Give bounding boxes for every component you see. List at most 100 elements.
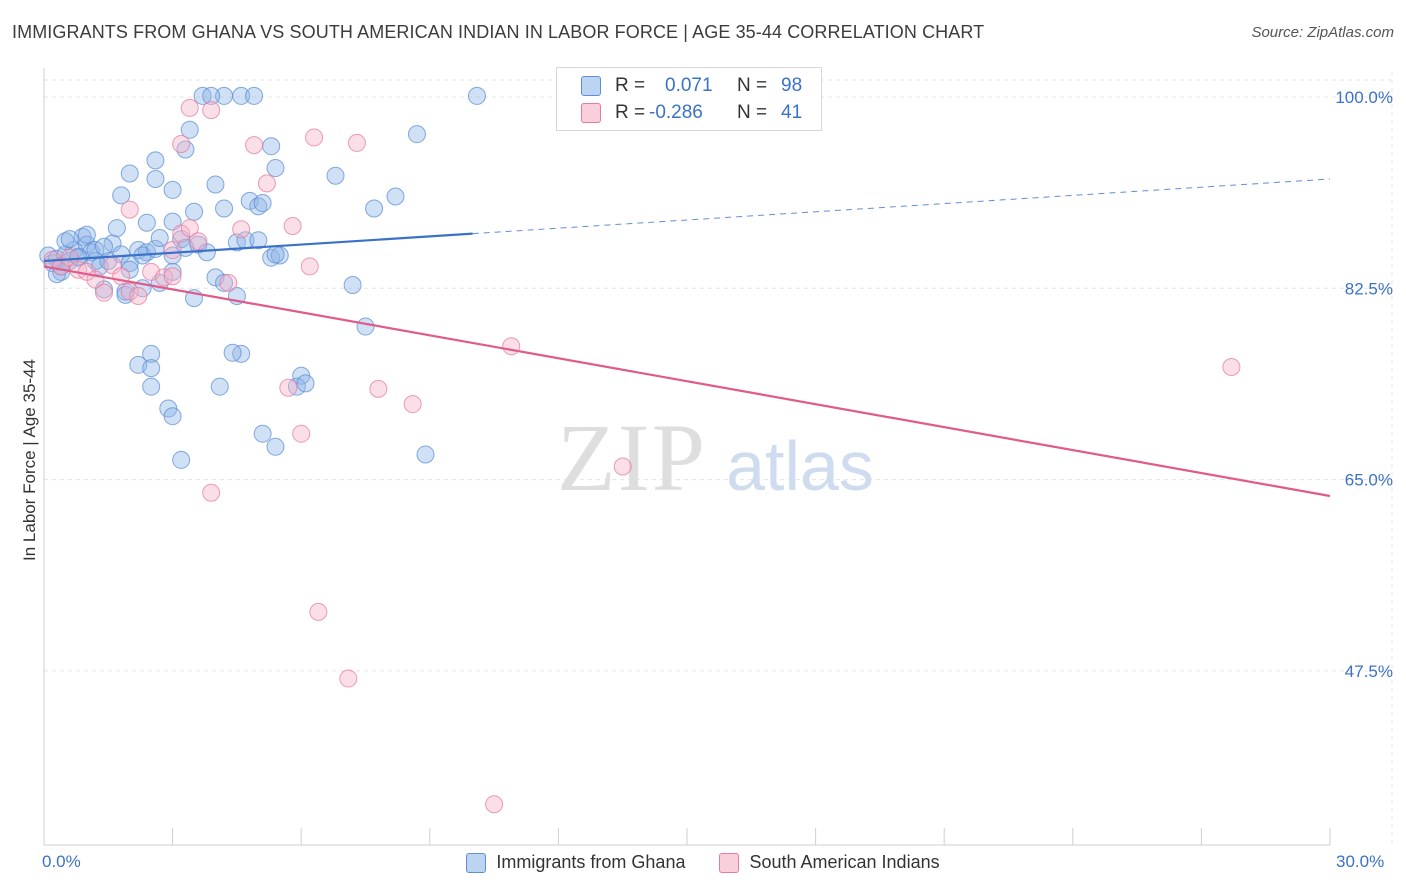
chart-title: IMMIGRANTS FROM GHANA VS SOUTH AMERICAN …	[12, 22, 985, 42]
n-value: 41	[781, 102, 803, 123]
point-0-54	[215, 273, 234, 292]
y-tick-label-1: 82.5%	[1345, 279, 1393, 298]
x-tick-label-max: 30.0%	[1336, 852, 1385, 871]
point-0-15	[77, 225, 96, 244]
point-1-19	[232, 220, 251, 239]
legend-label-ghana: Immigrants from Ghana	[496, 852, 686, 872]
stats-row-south-american: R = -0.286 N = 41	[581, 100, 802, 126]
trend-line-ghana-extension	[472, 178, 1331, 235]
r-label: R =	[615, 102, 646, 123]
point-0-63	[386, 187, 405, 206]
point-1-35	[309, 602, 328, 621]
point-0-81	[146, 169, 165, 188]
point-0-71	[223, 343, 242, 362]
r-value: -0.286	[649, 102, 703, 123]
point-0-80	[146, 151, 165, 170]
point-0-86	[137, 213, 156, 232]
point-0-56	[266, 159, 285, 178]
watermark-zip: ZIP	[557, 404, 707, 511]
point-0-39	[185, 202, 204, 221]
point-0-74	[266, 437, 285, 456]
legend-label-south-american: South American Indians	[749, 852, 940, 872]
point-1-16	[189, 232, 208, 251]
point-1-38	[502, 337, 521, 356]
point-0-61	[343, 276, 362, 295]
legend-swatch-south-american	[719, 852, 740, 873]
point-1-40	[1222, 358, 1241, 377]
point-0-13	[60, 230, 79, 249]
n-value: 98	[781, 75, 803, 96]
r-label: R =	[615, 75, 646, 96]
series-legend: Immigrants from Ghana South American Ind…	[0, 852, 1406, 873]
legend-item-south-american: South American Indians	[719, 852, 940, 873]
point-0-83	[163, 180, 182, 199]
stats-row-ghana: R = 0.071 N = 98	[581, 73, 802, 99]
point-1-17	[163, 267, 182, 286]
point-0-75	[356, 317, 375, 336]
point-1-22	[180, 98, 199, 117]
point-1-28	[305, 128, 324, 147]
watermark-atlas: atlas	[726, 427, 874, 505]
point-1-15	[180, 219, 199, 238]
axes	[43, 68, 1331, 846]
point-0-85	[112, 186, 131, 205]
point-0-90	[407, 125, 426, 144]
y-tick-label-3: 47.5%	[1345, 662, 1393, 681]
point-0-35	[163, 262, 182, 281]
point-1-13	[163, 241, 182, 260]
point-0-78	[180, 120, 199, 139]
x-tick-label-min: 0.0%	[42, 852, 81, 871]
point-0-20	[107, 219, 126, 238]
point-1-23	[202, 101, 221, 120]
point-0-73	[253, 424, 272, 443]
point-0-72	[172, 450, 191, 469]
point-1-10	[129, 286, 148, 305]
point-0-89	[326, 166, 345, 185]
point-0-95	[245, 86, 264, 105]
point-0-77	[262, 137, 281, 156]
trend-lines	[43, 178, 1331, 498]
point-1-24	[245, 136, 264, 155]
point-0-45	[215, 199, 234, 218]
point-1-32	[369, 379, 388, 398]
point-1-30	[292, 424, 311, 443]
point-0-62	[365, 199, 384, 218]
point-1-9	[120, 282, 139, 301]
point-0-84	[120, 164, 139, 183]
point-0-26	[95, 237, 114, 256]
point-0-42	[163, 246, 182, 265]
stats-legend: R = 0.071 N = 98 R = -0.286 N = 41	[556, 67, 822, 131]
point-0-67	[142, 359, 161, 378]
point-1-25	[257, 174, 276, 193]
trend-line-ghana	[43, 232, 473, 263]
point-0-76	[416, 445, 435, 464]
legend-item-ghana: Immigrants from Ghana	[466, 852, 685, 873]
swatch-south-american	[581, 103, 601, 123]
y-tick-labels: 100.0% 82.5% 65.0% 47.5%	[1335, 88, 1393, 681]
point-1-33	[403, 395, 422, 414]
point-1-14	[172, 224, 191, 243]
n-label: N =	[737, 75, 768, 96]
trend-line-south-american	[43, 265, 1331, 498]
point-1-20	[120, 200, 139, 219]
point-1-18	[219, 273, 238, 292]
point-0-69	[163, 407, 182, 426]
point-1-26	[283, 216, 302, 235]
point-0-91	[467, 86, 486, 105]
watermark: ZIP atlas	[557, 404, 874, 511]
r-value: 0.071	[665, 75, 713, 96]
point-1-29	[347, 133, 366, 152]
point-1-39	[613, 457, 632, 476]
point-1-36	[339, 669, 358, 688]
swatch-ghana	[581, 76, 601, 96]
point-0-59	[296, 374, 315, 393]
point-0-87	[266, 245, 285, 264]
series-south-american-points	[43, 98, 1241, 814]
point-1-34	[202, 483, 221, 502]
point-0-97	[249, 231, 268, 250]
y-tick-label-2: 65.0%	[1345, 471, 1393, 490]
point-1-27	[300, 257, 319, 276]
n-label: N =	[737, 102, 768, 123]
source-label: Source: ZipAtlas.com	[1251, 24, 1394, 41]
